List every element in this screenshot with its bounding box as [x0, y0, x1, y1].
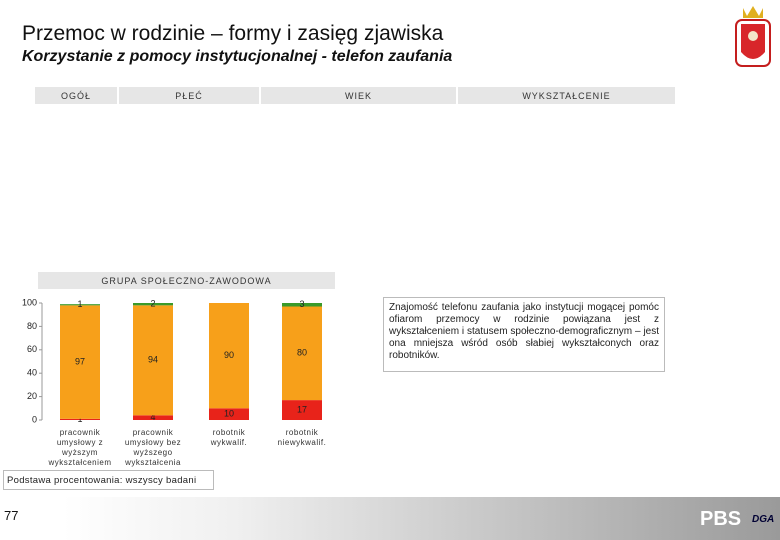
- bar-segment: [60, 304, 100, 306]
- bar-segment: [133, 305, 173, 416]
- logo: PBS: [700, 508, 742, 530]
- bar-segment: [133, 303, 173, 306]
- chart: 02040608010019714942109017803: [22, 297, 322, 424]
- bar-segment: [282, 400, 322, 420]
- footer-bar: [0, 497, 780, 540]
- value-label: 1: [77, 299, 82, 309]
- emblem: [735, 6, 771, 67]
- value-label: 2: [150, 299, 155, 309]
- value-label: 3: [299, 299, 304, 309]
- title: Przemoc w rodzinie – formy i zasięg zjaw…: [22, 22, 444, 45]
- bar-segment: [209, 408, 249, 420]
- logo: DGA: [752, 514, 775, 525]
- bar-segment: [282, 303, 322, 307]
- y-tick-label: 100: [22, 297, 37, 307]
- x-tick-label: pracownik umysłowy z wyższym wykształcen…: [48, 428, 112, 467]
- y-tick-label: 80: [27, 321, 37, 331]
- value-label: 94: [148, 355, 158, 365]
- value-label: 80: [297, 348, 307, 358]
- header-cell: WYKSZTAŁCENIE: [458, 87, 675, 104]
- footnote: Podstawa procentowania: wszyscy badani: [3, 470, 214, 490]
- x-tick-label: pracownik umysłowy bez wyższego wykształ…: [124, 428, 182, 467]
- x-tick-label: robotnik wykwalif.: [210, 428, 248, 447]
- page-number: 77: [4, 508, 19, 523]
- value-label: 4: [150, 412, 155, 422]
- value-label: 17: [297, 404, 307, 414]
- y-tick-label: 60: [27, 344, 37, 354]
- subtitle: Korzystanie z pomocy instytucjonalnej - …: [22, 48, 453, 65]
- header-cell: WIEK: [261, 87, 456, 104]
- bar-segment: [60, 418, 100, 420]
- y-tick-label: 40: [27, 368, 37, 378]
- note: Znajomość telefonu zaufania jako instytu…: [383, 297, 665, 372]
- y-tick-label: 0: [32, 414, 37, 424]
- bar-segment: [209, 303, 249, 409]
- header-cell: OGÓŁ: [35, 87, 117, 104]
- group-label: GRUPA SPOŁECZNO-ZAWODOWA: [38, 272, 335, 289]
- header-bar: OGÓŁ PŁEĆ WIEK WYKSZTAŁCENIE: [35, 87, 675, 104]
- value-label: 10: [224, 409, 234, 419]
- bar-segment: [60, 305, 100, 419]
- bar-segment: [282, 306, 322, 401]
- x-tick-label: robotnik niewykwalif.: [277, 428, 327, 447]
- header-cell: PŁEĆ: [119, 87, 259, 104]
- value-label: 90: [224, 350, 234, 360]
- y-tick-label: 20: [27, 391, 37, 401]
- value-label: 97: [75, 356, 85, 366]
- bar-segment: [133, 415, 173, 420]
